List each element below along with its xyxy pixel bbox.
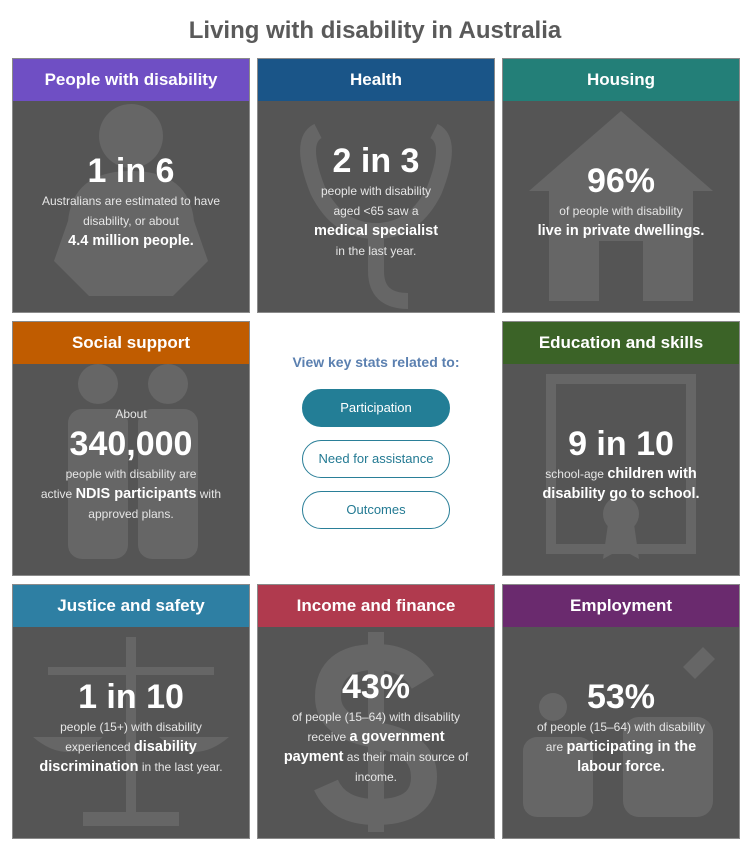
stat-description-line: discrimination in the last year. [17, 757, 245, 777]
need-for-assistance-button[interactable]: Need for assistance [302, 440, 450, 478]
tile-people-with-disability: People with disability 1 in 6 Australian… [12, 58, 250, 313]
tile-heading: Justice and safety [13, 585, 249, 627]
tile-heading: Education and skills [503, 322, 739, 364]
stat-description-line: experienced disability [17, 737, 245, 757]
stat-value: 96% [586, 161, 656, 200]
stat-description-line: active NDIS participants with [17, 484, 245, 504]
stat-text: aged <65 saw a [333, 203, 419, 218]
stat-description-line: 4.4 million people. [17, 231, 245, 251]
people-icon [68, 364, 198, 559]
stat-text: in the last year. [335, 243, 417, 258]
tile-health: Health 2 in 3 people with disability aged… [257, 58, 495, 313]
tile-heading: Health [258, 59, 494, 101]
stat-text: disability, or about [83, 213, 179, 228]
stat-value: 1 in 6 [87, 151, 175, 190]
stat-text: people with disability are [65, 466, 197, 481]
selector-prompt: View key stats related to: [292, 354, 460, 370]
stat-highlight: labour force. [577, 758, 665, 775]
scales-icon [33, 637, 229, 826]
stat-description-line: live in private dwellings. [507, 221, 735, 241]
stat-text: active [40, 486, 76, 501]
stat-prefix: About [115, 406, 147, 421]
tile-heading: Employment [503, 585, 739, 627]
person-icon [54, 104, 208, 296]
stat-value: 1 in 10 [78, 677, 184, 716]
stat-text: receive [307, 729, 350, 744]
stat-highlight: payment [283, 748, 344, 765]
stat-description-line: of people with disability [507, 201, 735, 221]
tile-education-and-skills: Education and skills 9 in 10 school-age … [502, 321, 740, 576]
stat-description-line: Australians are estimated to have [17, 191, 245, 211]
tile-heading: Housing [503, 59, 739, 101]
stat-text: of people (15–64) with disability [291, 709, 461, 724]
stat-text: Australians are estimated to have [41, 193, 221, 208]
stat-description-line: in the last year. [262, 241, 490, 261]
tools-icon [523, 647, 715, 817]
stat-highlight: children with [607, 465, 697, 482]
stat-description-line: medical specialist [262, 221, 490, 241]
stat-highlight: medical specialist [313, 222, 439, 239]
stat-highlight: disability go to school. [542, 485, 700, 502]
stat-text: of people with disability [559, 203, 683, 218]
dollar-icon [314, 632, 438, 832]
stat-description-line: people with disability are [17, 464, 245, 484]
stat-value: 340,000 [69, 424, 193, 463]
stat-highlight: a government [349, 728, 445, 745]
participation-button[interactable]: Participation [302, 389, 450, 427]
stat-description-line: are participating in the [507, 737, 735, 757]
outcomes-button[interactable]: Outcomes [302, 491, 450, 529]
tile-housing: Housing 96% of people with disability liv… [502, 58, 740, 313]
stat-description-line: disability go to school. [507, 484, 735, 504]
stat-text: approved plans. [88, 506, 174, 521]
stat-text: of people (15–64) with disability [536, 719, 706, 734]
stats-selector: View key stats related to: Participation… [257, 321, 495, 576]
stat-value: 53% [586, 677, 656, 716]
page-title: Living with disability in Australia [188, 17, 562, 44]
stat-description-line: of people (15–64) with disability [262, 707, 490, 727]
tile-income-and-finance: Income and finance 43% of people (15–64)… [257, 584, 495, 839]
stat-text: are [545, 739, 567, 754]
stat-highlight: live in private dwellings. [537, 222, 705, 239]
stat-description-line: disability, or about [17, 211, 245, 231]
house-icon [529, 111, 713, 301]
tile-employment: Employment 53% of people (15–64) with di… [502, 584, 740, 839]
stat-text: people with disability [320, 183, 432, 198]
stat-description-line: school-age children with [507, 464, 735, 484]
stat-text: school-age [545, 466, 608, 481]
stat-value: 2 in 3 [332, 141, 420, 180]
stat-description-line: receive a government [262, 727, 490, 747]
stat-description-line: income. [262, 767, 490, 787]
stat-description-line: payment as their main source of [262, 747, 490, 767]
stat-description-line: people (15+) with disability [17, 717, 245, 737]
stat-description-line: labour force. [507, 757, 735, 777]
stat-text: in the last year. [138, 759, 223, 774]
tile-heading: Social support [13, 322, 249, 364]
stat-value: 43% [341, 667, 411, 706]
stat-description-line: aged <65 saw a [262, 201, 490, 221]
stat-highlight: participating in the [566, 738, 697, 755]
stethoscope-icon [300, 123, 452, 309]
stat-text: as their main source of [343, 749, 469, 764]
stat-text: income. [354, 769, 398, 784]
stat-highlight: 4.4 million people. [68, 232, 194, 249]
stat-description-line: people with disability [262, 181, 490, 201]
tile-heading: Income and finance [258, 585, 494, 627]
stat-text: experienced [65, 739, 134, 754]
tile-heading: People with disability [13, 59, 249, 101]
tile-justice-and-safety: Justice and safety 1 in 10 people (15+) … [12, 584, 250, 839]
stat-highlight: discrimination [39, 758, 139, 775]
stat-value: 9 in 10 [568, 424, 674, 463]
stat-text: people (15+) with disability [60, 719, 202, 734]
certificate-icon [546, 374, 696, 559]
stat-description-line: approved plans. [17, 504, 245, 524]
stat-description-line: of people (15–64) with disability [507, 717, 735, 737]
stat-text: with [196, 486, 222, 501]
stat-highlight: disability [133, 738, 197, 755]
stat-highlight: NDIS participants [75, 485, 197, 502]
tile-social-support: Social support About 340,000 people with… [12, 321, 250, 576]
